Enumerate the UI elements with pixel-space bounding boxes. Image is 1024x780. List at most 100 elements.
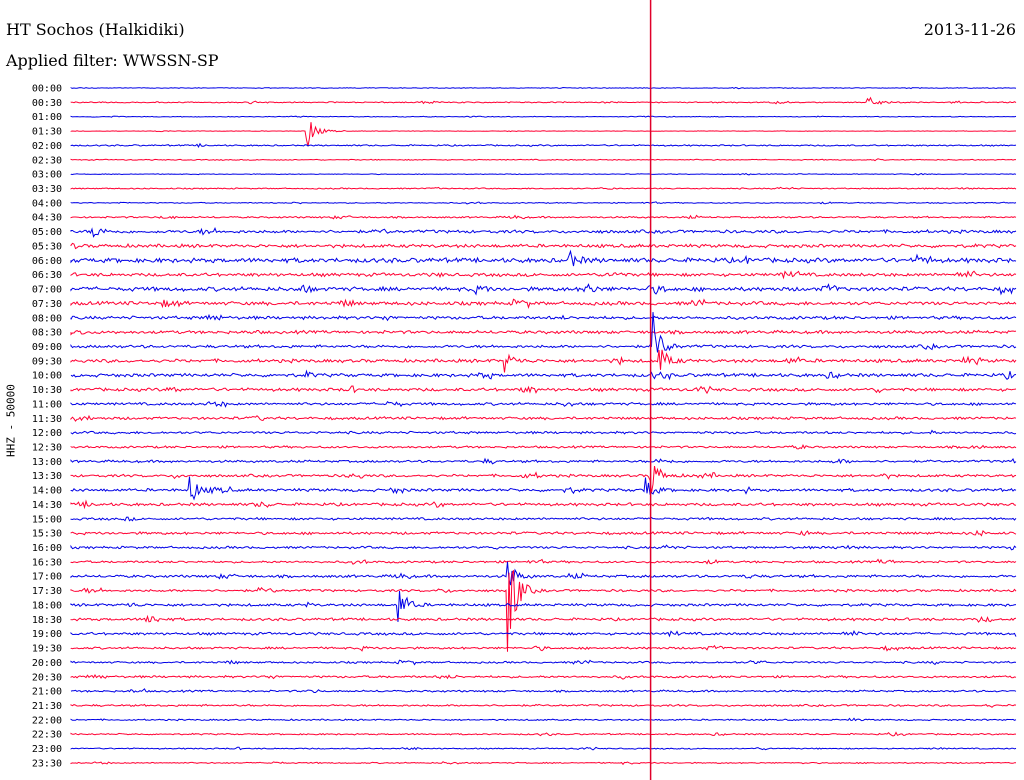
row-time-label: 22:00 <box>32 715 62 726</box>
trace-row <box>70 466 1017 493</box>
trace-group <box>70 86 1017 766</box>
row-time-label: 08:30 <box>32 328 62 339</box>
trace-row <box>70 529 1017 537</box>
row-time-label: 06:30 <box>32 270 62 281</box>
row-time-label: 07:00 <box>32 285 62 296</box>
row-time-label: 05:00 <box>32 227 62 238</box>
trace-row <box>70 703 1017 708</box>
trace-row <box>70 731 1016 737</box>
row-time-label: 18:00 <box>32 600 62 611</box>
row-time-label: 16:30 <box>32 557 62 568</box>
trace-row <box>70 674 1017 680</box>
trace-row <box>70 544 1017 551</box>
trace-row <box>70 688 1017 694</box>
trace-row <box>70 561 1017 586</box>
row-time-label: 14:00 <box>32 486 62 497</box>
trace-row <box>70 761 1017 766</box>
trace-row <box>70 746 1017 751</box>
row-time-label: 03:00 <box>32 170 62 181</box>
row-time-label: 21:30 <box>32 701 62 712</box>
row-time-label: 09:30 <box>32 356 62 367</box>
row-time-label: 01:00 <box>32 112 62 123</box>
trace-row <box>70 142 1017 148</box>
row-time-label: 06:00 <box>32 256 62 267</box>
trace-row <box>70 329 1017 336</box>
trace-row <box>70 214 1017 220</box>
row-time-label: 15:30 <box>32 529 62 540</box>
trace-row <box>70 590 1017 622</box>
row-time-label: 10:30 <box>32 385 62 396</box>
row-time-label: 16:00 <box>32 543 62 554</box>
row-time-label: 18:30 <box>32 615 62 626</box>
row-time-label: 00:00 <box>32 84 62 95</box>
trace-row <box>70 96 1017 105</box>
row-time-label: 23:30 <box>32 758 62 769</box>
row-time-label: 11:00 <box>32 399 62 410</box>
trace-row <box>70 298 1017 309</box>
row-time-label: 04:00 <box>32 198 62 209</box>
row-time-label: 20:00 <box>32 658 62 669</box>
trace-row <box>70 349 1017 373</box>
trace-row <box>70 249 1017 267</box>
row-time-label: 03:30 <box>32 184 62 195</box>
row-time-label: 13:30 <box>32 471 62 482</box>
trace-row <box>70 644 1017 652</box>
trace-row <box>70 429 1017 435</box>
trace-row <box>70 158 1016 162</box>
trace-row <box>70 313 1017 322</box>
row-time-label: 08:00 <box>32 313 62 324</box>
row-time-label: 09:00 <box>32 342 62 353</box>
row-time-label: 13:00 <box>32 457 62 468</box>
row-time-label: 12:30 <box>32 443 62 454</box>
row-time-label: 23:00 <box>32 744 62 755</box>
trace-row <box>70 659 1017 666</box>
trace-row <box>70 385 1017 395</box>
station-title: HT Sochos (Halkidiki) <box>6 20 185 39</box>
trace-row <box>70 369 1017 381</box>
trace-row <box>70 283 1017 296</box>
trace-row <box>70 457 1017 465</box>
trace-row <box>70 476 1017 501</box>
row-time-label: 04:30 <box>32 213 62 224</box>
row-time-label: 02:00 <box>32 141 62 152</box>
trace-row <box>70 86 1017 90</box>
trace-row <box>70 227 1017 238</box>
row-time-label: 11:30 <box>32 414 62 425</box>
trace-row <box>70 122 1016 147</box>
trace-row <box>70 570 1017 652</box>
trace-row <box>70 186 1017 190</box>
row-time-label: 00:30 <box>32 98 62 109</box>
trace-row <box>70 443 1017 450</box>
trace-row <box>70 270 1017 280</box>
row-time-label: 20:30 <box>32 672 62 683</box>
row-time-label: 22:30 <box>32 730 62 741</box>
trace-row <box>70 312 1017 353</box>
trace-row <box>70 499 1017 510</box>
row-time-label: 02:30 <box>32 155 62 166</box>
row-time-label: 01:30 <box>32 127 62 138</box>
row-time-label: 07:30 <box>32 299 62 310</box>
trace-row <box>70 242 1017 250</box>
trace-row <box>70 115 1017 118</box>
trace-row <box>70 516 1017 522</box>
row-time-label: 19:30 <box>32 644 62 655</box>
row-time-label: 19:00 <box>32 629 62 640</box>
trace-row <box>70 558 1017 565</box>
row-time-label: 17:30 <box>32 586 62 597</box>
trace-row <box>70 717 1017 722</box>
row-time-label: 10:00 <box>32 371 62 382</box>
trace-row <box>70 630 1017 638</box>
trace-row <box>70 201 1017 205</box>
row-time-label: 12:00 <box>32 428 62 439</box>
trace-row <box>70 414 1017 422</box>
row-label-group: 00:00 00:30 01:00 01:30 02:00 02:30 03:00 03:30… <box>32 84 62 770</box>
trace-row <box>70 400 1017 408</box>
trace-row <box>70 172 1017 176</box>
trace-row <box>70 614 1017 623</box>
recording-date: 2013-11-26 <box>923 20 1016 39</box>
row-time-label: 15:00 <box>32 514 62 525</box>
row-time-label: 05:30 <box>32 241 62 252</box>
filter-label: Applied filter: WWSSN-SP <box>6 51 219 70</box>
row-time-label: 17:00 <box>32 572 62 583</box>
